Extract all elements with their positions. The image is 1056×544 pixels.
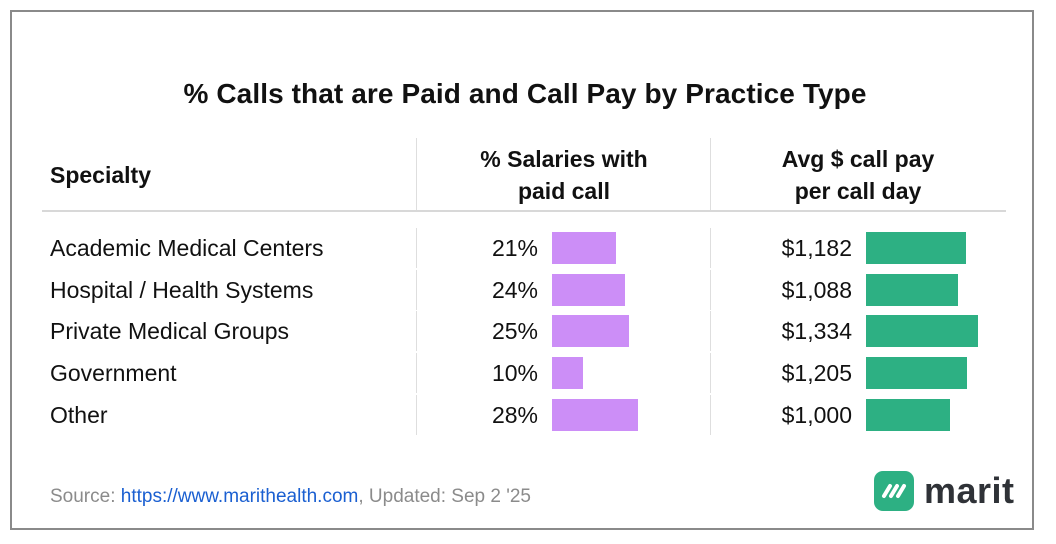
source-link[interactable]: https://www.marithealth.com (120, 486, 359, 507)
row-divider-1 (416, 353, 417, 394)
row-divider-1 (416, 269, 417, 310)
source-suffix: , Updated: Sep 2 '25 (358, 486, 532, 507)
row-pct-value: 10% (491, 360, 538, 387)
header-divider-2 (710, 138, 711, 210)
row-specialty-label: Academic Medical Centers (50, 235, 324, 261)
row-divider-2 (710, 311, 711, 352)
row-pay-bar (866, 273, 958, 306)
row-pay-bar (866, 315, 979, 348)
row-pay-value: $1,000 (781, 401, 852, 428)
row-divider-2 (710, 228, 711, 268)
row-divider-2 (710, 394, 711, 435)
row-specialty-label: Other (50, 401, 108, 428)
header-pay-line2: per call day (794, 178, 922, 204)
row-pay-value: $1,182 (781, 235, 852, 261)
row-pay-bar (866, 398, 951, 431)
row-divider-2 (710, 353, 711, 394)
header-pay-line1: Avg $ call pay (781, 146, 935, 172)
row-pct-bar (552, 273, 626, 306)
row-pay-value: $1,088 (781, 276, 852, 303)
row-pay-value: $1,205 (781, 360, 852, 387)
row-pay-value: $1,334 (781, 318, 852, 345)
row-divider-1 (416, 311, 417, 352)
row-pct-bar (552, 232, 617, 264)
row-pct-bar (552, 398, 638, 431)
chart-title: % Calls that are Paid and Call Pay by Pr… (183, 78, 867, 109)
header-pct-line1: % Salaries with (480, 146, 648, 172)
row-specialty-label: Government (50, 360, 177, 387)
row-pay-bar (866, 232, 966, 264)
row-pct-value: 25% (491, 318, 538, 345)
row-pct-bar (552, 357, 583, 390)
row-divider-1 (416, 228, 417, 268)
marit-logo-icon (874, 471, 914, 511)
row-divider-2 (710, 269, 711, 310)
header-avg-call-pay: Avg $ call pay per call day (712, 143, 1004, 207)
marit-logo-text: marit (924, 470, 1015, 511)
row-pct-value: 24% (491, 276, 538, 303)
source-prefix: Source: (50, 486, 121, 507)
header-pct-salaries: % Salaries with paid call (418, 143, 710, 207)
row-specialty-label: Hospital / Health Systems (50, 276, 314, 303)
row-pct-value: 28% (491, 401, 538, 428)
header-divider-1 (416, 138, 417, 210)
chart-frame (10, 10, 1034, 530)
header-rule (42, 210, 1006, 212)
row-pay-bar (866, 357, 968, 390)
header-pct-line2: paid call (517, 178, 611, 204)
row-divider-1 (416, 394, 417, 435)
row-pct-bar (552, 315, 629, 348)
source-note: Source: https://www.marithealth.com, Upd… (50, 486, 531, 508)
header-specialty: Specialty (50, 162, 151, 188)
row-pct-value: 21% (491, 235, 538, 261)
row-specialty-label: Private Medical Groups (50, 318, 290, 345)
marit-logo: marit (874, 471, 1015, 511)
